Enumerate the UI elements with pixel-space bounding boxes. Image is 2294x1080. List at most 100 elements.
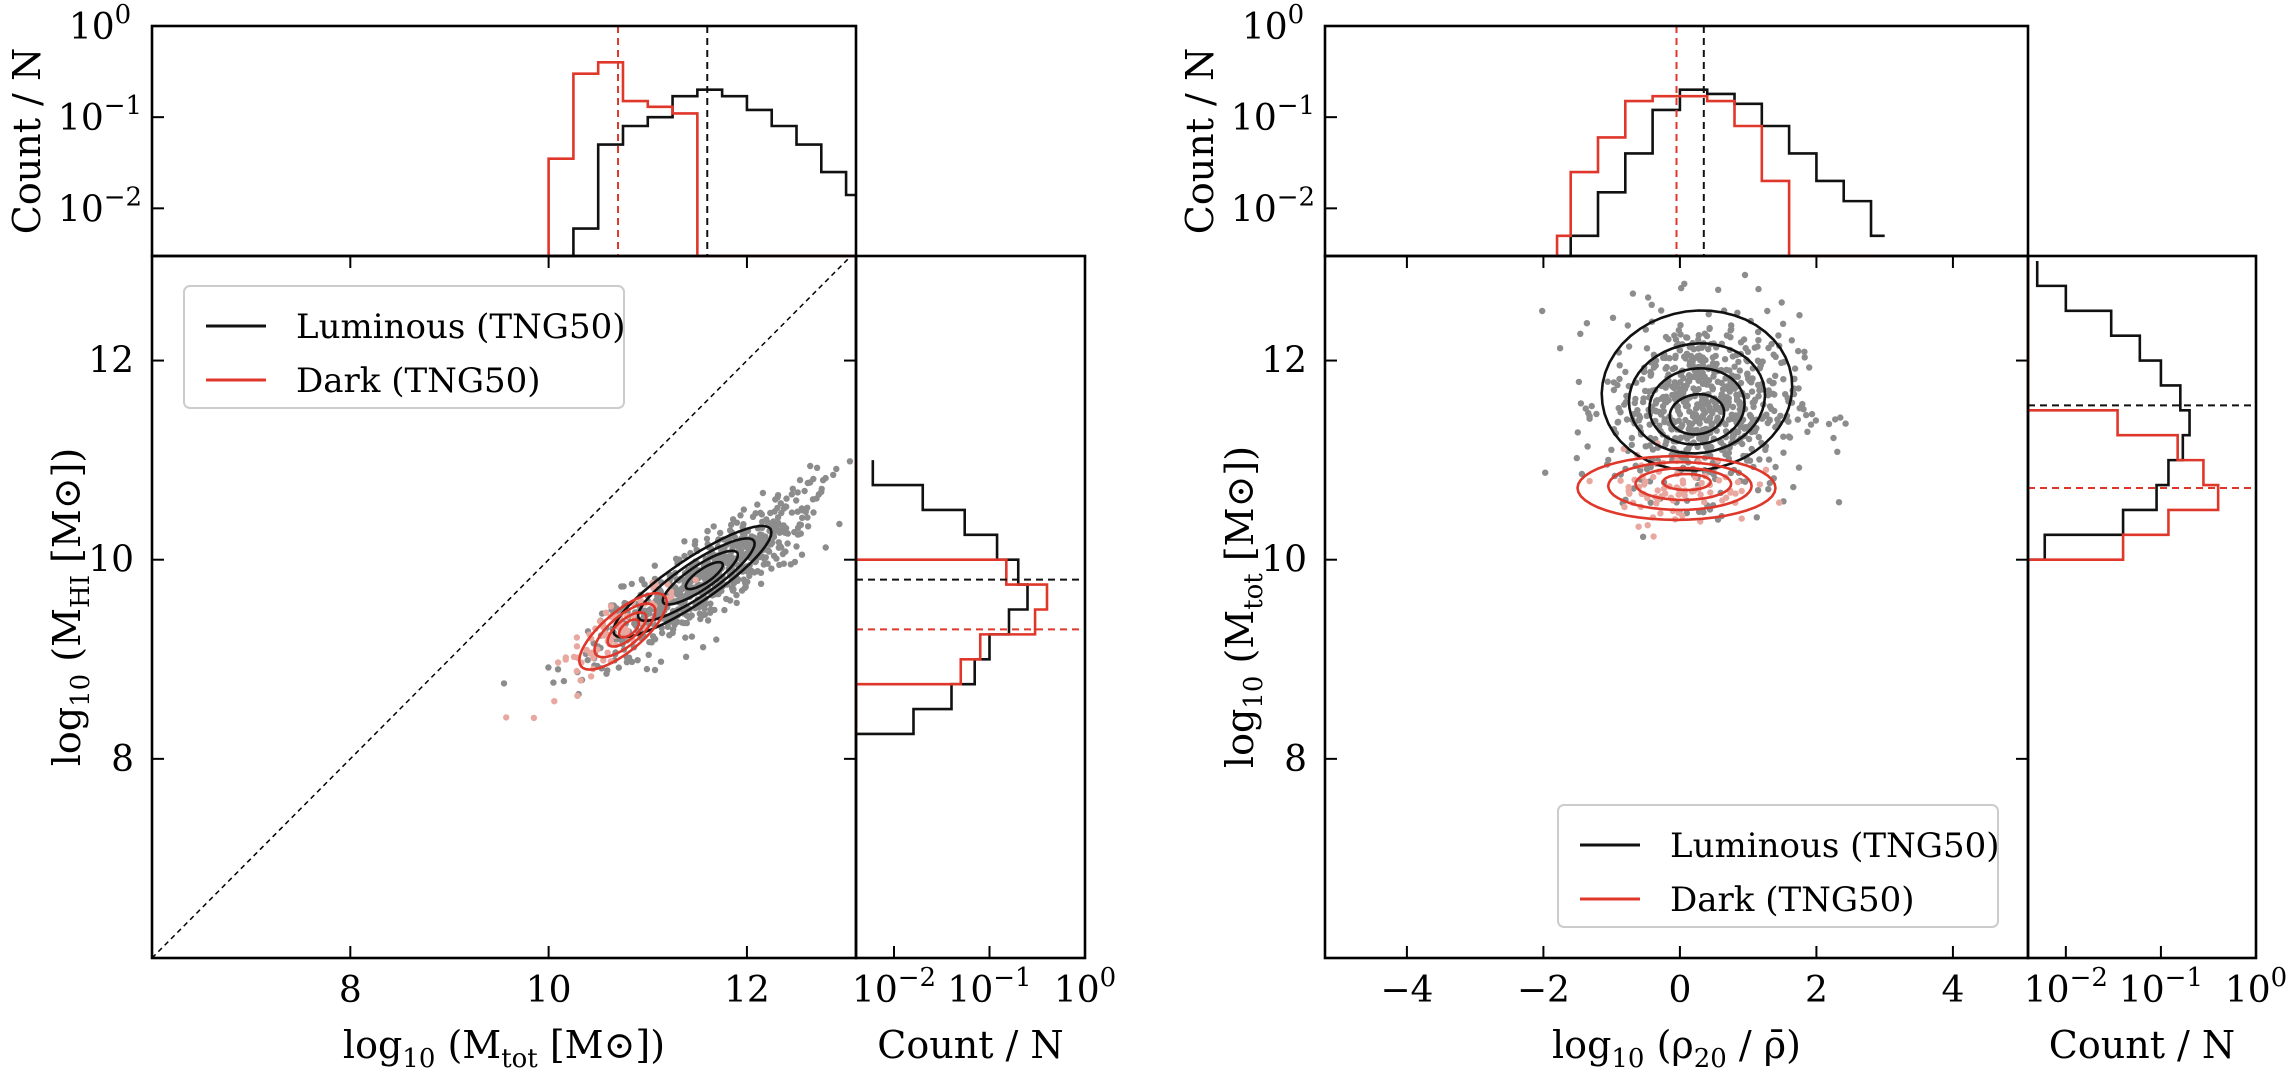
luminous-point [560, 677, 568, 685]
luminous-point [1812, 417, 1820, 424]
luminous-point [1577, 330, 1584, 337]
luminous-point [1631, 399, 1639, 407]
luminous-point [1715, 286, 1722, 293]
dark-point [1617, 477, 1624, 484]
luminous-point [1659, 403, 1667, 410]
luminous-point [681, 552, 688, 560]
luminous-point [1695, 377, 1702, 384]
luminous-point [744, 568, 751, 575]
y-tick-label: 10 [88, 540, 134, 581]
luminous-point [1610, 386, 1618, 394]
luminous-point [1617, 409, 1624, 416]
luminous-point [1711, 363, 1719, 370]
luminous-point [1609, 314, 1617, 321]
side-hist-frame [2026, 254, 2258, 960]
dark-point [1707, 489, 1714, 496]
y-tick-label: 12 [1261, 341, 1307, 382]
luminous-point [1737, 339, 1745, 346]
luminous-point [1577, 400, 1585, 407]
luminous-point [788, 509, 796, 516]
luminous-point [643, 665, 651, 673]
luminous-point [804, 514, 811, 521]
luminous-point [1622, 398, 1630, 406]
luminous-point [813, 495, 820, 502]
luminous-point [1660, 408, 1667, 415]
luminous-point [1733, 391, 1740, 398]
luminous-point [1710, 373, 1717, 380]
luminous-point [657, 658, 665, 665]
luminous-point [1703, 432, 1710, 440]
luminous-point [1648, 301, 1655, 308]
dark-point [573, 643, 581, 650]
luminous-point [1639, 533, 1647, 540]
luminous-point [833, 465, 840, 473]
luminous-point [774, 514, 782, 521]
luminous-point [1614, 419, 1621, 426]
luminous-point [628, 580, 635, 588]
luminous-point [1696, 435, 1703, 442]
luminous-point [1614, 381, 1621, 389]
luminous-point [1800, 406, 1807, 413]
dark-point [587, 673, 595, 680]
luminous-point [1739, 440, 1746, 448]
luminous-point [740, 506, 747, 513]
x-tick-label: 100 [1054, 963, 1116, 1011]
luminous-point [758, 531, 766, 539]
luminous-point [1782, 391, 1789, 398]
dark-point [1738, 487, 1745, 495]
luminous-point [1684, 446, 1692, 453]
luminous-point [1625, 343, 1633, 350]
luminous-point [1733, 428, 1740, 435]
luminous-point [1671, 418, 1679, 425]
luminous-point [1692, 405, 1700, 412]
luminous-point [1628, 434, 1636, 442]
dark-point [1650, 473, 1657, 481]
luminous-point [1842, 420, 1849, 427]
luminous-point [1624, 322, 1632, 329]
luminous-point [794, 489, 801, 496]
luminous-point [751, 569, 758, 576]
luminous-point [801, 487, 808, 495]
y-tick-label: 10−2 [1231, 182, 1315, 230]
luminous-contour [1627, 342, 1767, 455]
luminous-point [797, 530, 804, 537]
luminous-point [1684, 334, 1691, 341]
top-hist-ylabel: Count / N [5, 48, 49, 234]
luminous-point [1764, 419, 1772, 427]
luminous-point [1729, 434, 1736, 442]
luminous-point [836, 520, 843, 528]
luminous-point [1584, 443, 1591, 450]
luminous-point [1705, 346, 1712, 353]
luminous-point [760, 561, 767, 568]
contours [1576, 309, 1794, 522]
luminous-point [1729, 403, 1737, 411]
side-hist-xlabel: Count / N [877, 1023, 1063, 1067]
x-tick-label: 10−1 [947, 963, 1031, 1011]
luminous-point [846, 458, 854, 465]
luminous-point [733, 519, 741, 526]
luminous-point [554, 666, 562, 673]
luminous-point [1806, 364, 1813, 371]
luminous-point [1677, 322, 1684, 329]
x-tick-label: 0 [1668, 970, 1691, 1011]
legend-dark-label: Dark (TNG50) [1670, 880, 1915, 920]
luminous-point [1751, 344, 1759, 351]
luminous-point [741, 584, 748, 592]
luminous-point [1801, 354, 1808, 361]
dark-contour [617, 618, 641, 639]
luminous-point [1761, 412, 1769, 420]
luminous-point [717, 529, 724, 537]
luminous-point [1744, 370, 1751, 378]
y-tick-label: 8 [111, 739, 134, 780]
luminous-point [733, 591, 740, 599]
luminous-top-hist [1557, 88, 1885, 258]
luminous-point [1834, 448, 1841, 455]
x-tick-label: 2 [1805, 970, 1828, 1011]
x-tick-label: 10−1 [2119, 963, 2203, 1011]
luminous-point [1662, 384, 1669, 391]
luminous-point [550, 679, 557, 686]
luminous-point [764, 519, 771, 526]
dark-point [1641, 481, 1648, 488]
dark-point [1644, 522, 1651, 529]
